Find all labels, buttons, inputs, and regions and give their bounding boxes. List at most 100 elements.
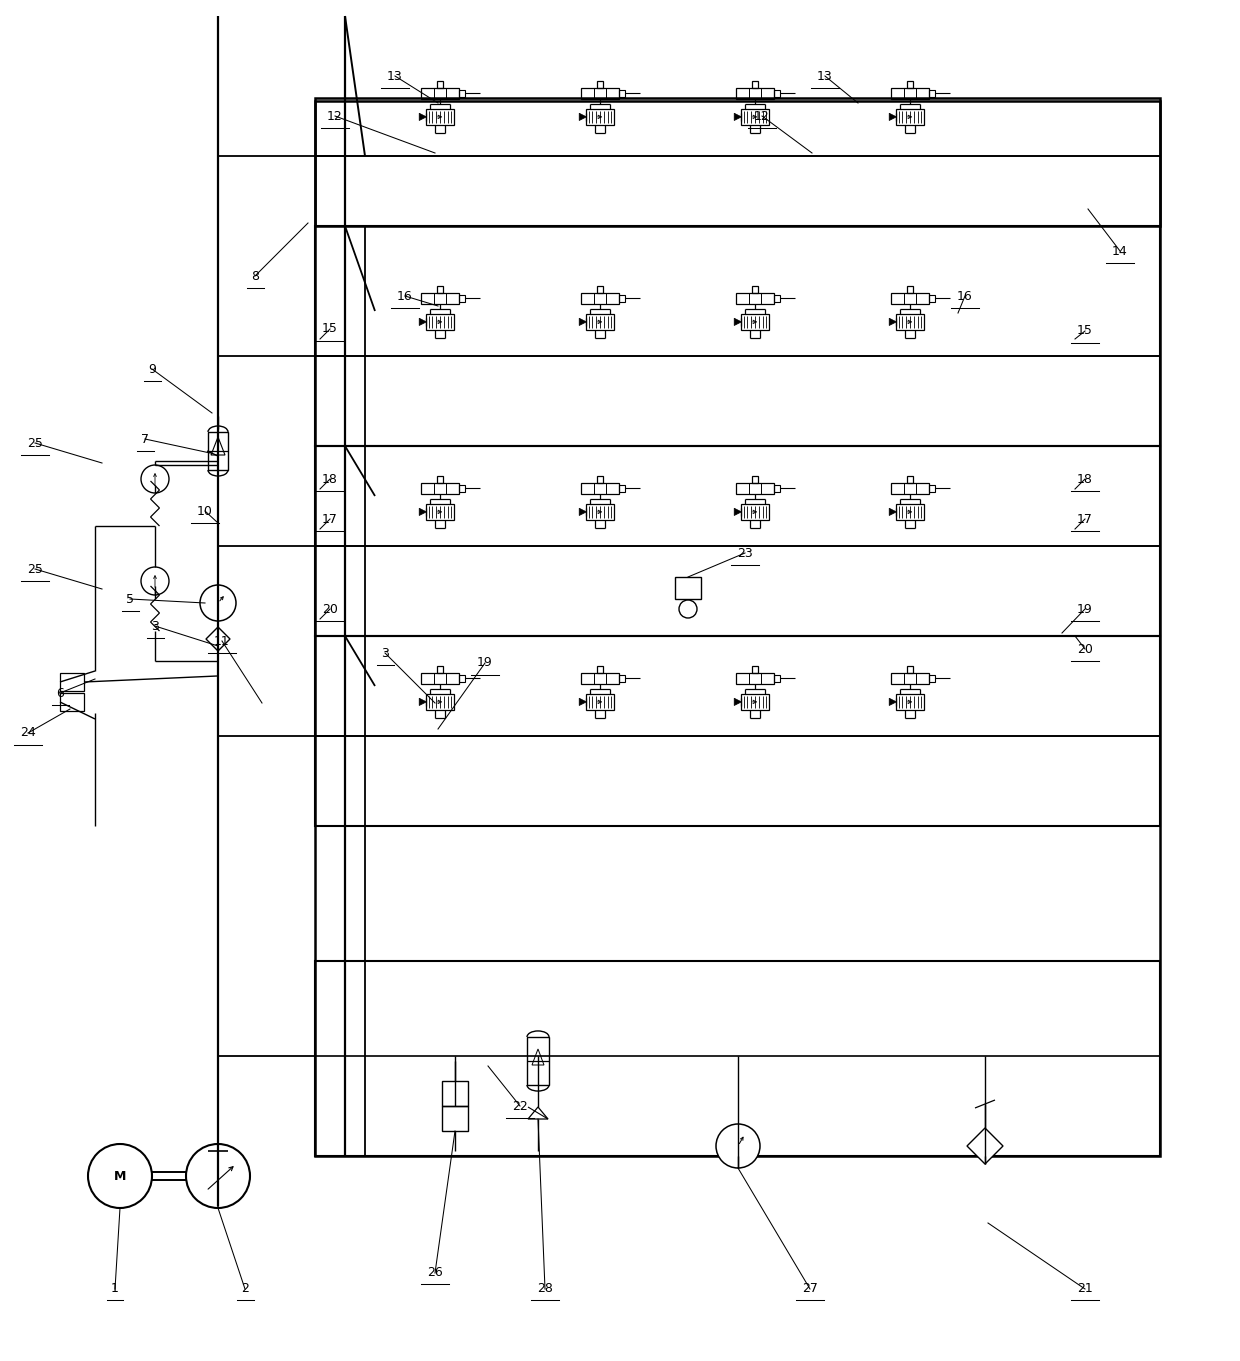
Bar xyxy=(929,90,935,97)
Polygon shape xyxy=(206,627,229,651)
Text: 2: 2 xyxy=(241,1282,249,1296)
Bar xyxy=(906,666,914,672)
Text: 12: 12 xyxy=(327,109,343,122)
Bar xyxy=(436,286,444,293)
Circle shape xyxy=(186,1145,250,1209)
Bar xyxy=(751,666,759,672)
Bar xyxy=(774,675,780,682)
Bar xyxy=(582,672,619,685)
Bar xyxy=(929,485,935,491)
Bar xyxy=(582,293,619,305)
Bar xyxy=(315,636,1159,826)
Bar xyxy=(892,87,929,99)
Bar xyxy=(422,483,459,494)
Text: 17: 17 xyxy=(322,513,339,525)
Bar xyxy=(582,87,619,99)
Text: 7: 7 xyxy=(141,433,149,445)
Bar xyxy=(897,314,924,329)
Bar xyxy=(892,483,929,494)
Bar xyxy=(751,286,759,293)
Polygon shape xyxy=(211,437,224,455)
Text: 18: 18 xyxy=(1078,472,1092,486)
Bar xyxy=(737,672,774,685)
Text: 25: 25 xyxy=(27,562,43,576)
Bar xyxy=(527,1037,549,1085)
Text: 20: 20 xyxy=(322,603,339,615)
Bar xyxy=(596,82,604,87)
Bar xyxy=(315,226,1159,446)
Text: 14: 14 xyxy=(1112,245,1128,257)
Text: 10: 10 xyxy=(197,505,213,517)
Text: 3: 3 xyxy=(151,619,159,633)
Polygon shape xyxy=(889,113,897,121)
Text: 15: 15 xyxy=(322,323,339,336)
Bar xyxy=(619,295,625,302)
Text: 13: 13 xyxy=(817,69,833,83)
Bar xyxy=(208,431,228,470)
Polygon shape xyxy=(889,318,897,325)
Bar xyxy=(897,109,924,125)
Bar xyxy=(737,293,774,305)
Text: 24: 24 xyxy=(20,727,36,739)
Bar xyxy=(774,295,780,302)
Bar xyxy=(459,675,465,682)
Bar xyxy=(315,98,1159,226)
Text: 8: 8 xyxy=(250,269,259,283)
Text: 27: 27 xyxy=(802,1282,818,1296)
Polygon shape xyxy=(579,113,587,121)
Circle shape xyxy=(141,465,169,493)
Bar xyxy=(441,1106,467,1131)
Bar xyxy=(315,961,1159,1155)
Text: 19: 19 xyxy=(477,656,492,670)
Bar xyxy=(427,314,454,329)
Polygon shape xyxy=(419,113,427,121)
Bar xyxy=(742,314,769,329)
Bar xyxy=(441,1081,467,1106)
Text: 5: 5 xyxy=(126,592,134,606)
Bar xyxy=(897,504,924,520)
Bar xyxy=(582,483,619,494)
Text: 11: 11 xyxy=(215,634,229,648)
Bar xyxy=(619,675,625,682)
Circle shape xyxy=(88,1145,153,1209)
Polygon shape xyxy=(419,698,427,705)
Bar xyxy=(619,90,625,97)
Bar xyxy=(459,485,465,491)
Polygon shape xyxy=(579,508,587,516)
Polygon shape xyxy=(532,1049,544,1066)
Text: 26: 26 xyxy=(427,1267,443,1279)
Polygon shape xyxy=(889,698,897,705)
Bar xyxy=(60,672,84,691)
Text: 16: 16 xyxy=(397,290,413,302)
Circle shape xyxy=(715,1124,760,1168)
Circle shape xyxy=(141,568,169,595)
Text: 28: 28 xyxy=(537,1282,553,1296)
Bar xyxy=(774,485,780,491)
Bar xyxy=(897,694,924,709)
Bar xyxy=(742,109,769,125)
Bar xyxy=(427,694,454,709)
Bar xyxy=(436,666,444,672)
Text: 13: 13 xyxy=(387,69,403,83)
Polygon shape xyxy=(528,1106,548,1119)
Polygon shape xyxy=(734,698,742,705)
Bar xyxy=(737,87,774,99)
Bar xyxy=(742,504,769,520)
Bar xyxy=(742,694,769,709)
Bar xyxy=(422,672,459,685)
Text: 25: 25 xyxy=(27,437,43,449)
Bar xyxy=(60,693,84,710)
Polygon shape xyxy=(967,1128,1003,1164)
Bar xyxy=(892,293,929,305)
Bar xyxy=(892,672,929,685)
Polygon shape xyxy=(734,113,742,121)
Text: 19: 19 xyxy=(1078,603,1092,615)
Bar xyxy=(436,82,444,87)
Bar xyxy=(459,90,465,97)
Text: 18: 18 xyxy=(322,472,339,486)
Bar xyxy=(906,476,914,483)
Text: 22: 22 xyxy=(512,1100,528,1112)
Bar xyxy=(774,90,780,97)
Bar xyxy=(587,504,614,520)
Bar xyxy=(675,577,701,599)
